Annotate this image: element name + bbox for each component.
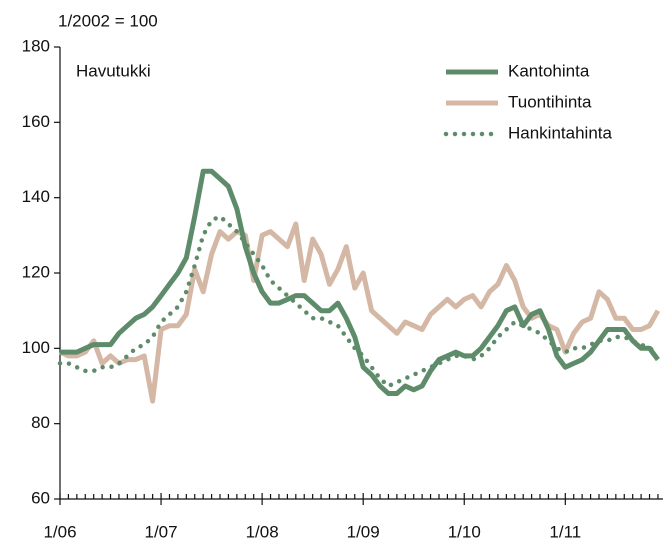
y-tick-label: 120: [22, 262, 50, 281]
y-tick-label: 140: [22, 187, 50, 206]
x-tick-label: 1/10: [448, 522, 481, 541]
x-tick-label: 1/09: [347, 522, 380, 541]
y-axis-label: 1/2002 = 100: [58, 11, 158, 30]
legend-label: Tuontihinta: [508, 92, 592, 111]
series-line: [57, 213, 661, 389]
y-tick-label: 180: [22, 36, 50, 55]
series-line: [58, 221, 661, 404]
y-tick-label: 80: [31, 413, 50, 432]
x-tick-label: 1/07: [145, 522, 178, 541]
x-tick-label: 1/11: [549, 522, 581, 541]
x-tick-label: 1/08: [246, 522, 279, 541]
annotation: Havutukki: [76, 61, 151, 80]
series-line: [60, 168, 660, 396]
x-tick-label: 1/06: [43, 522, 76, 541]
y-tick-label: 60: [31, 488, 50, 507]
legend-label: Kantohinta: [508, 61, 590, 80]
y-tick-label: 100: [22, 338, 50, 357]
y-tick-label: 160: [22, 112, 50, 131]
legend-label: Hankintahinta: [508, 123, 613, 142]
